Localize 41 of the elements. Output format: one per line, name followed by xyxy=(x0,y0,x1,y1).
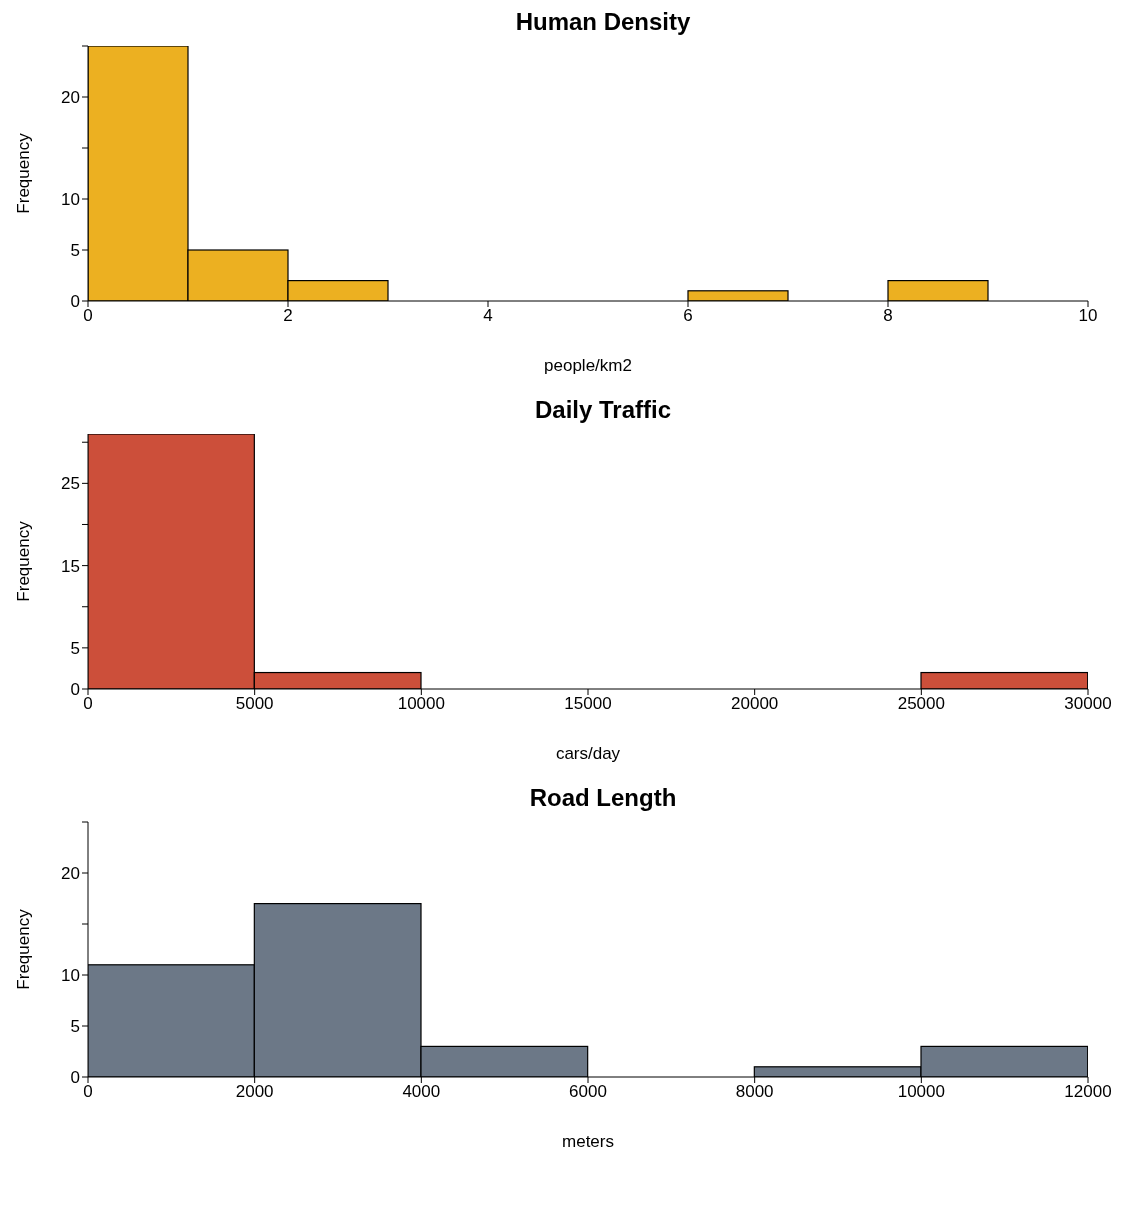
y-tick-label: 0 xyxy=(70,680,80,700)
y-tick-label: 10 xyxy=(61,966,80,986)
y-tick-label: 0 xyxy=(70,292,80,312)
y-tick-label: 25 xyxy=(61,474,80,494)
y-tick-label: 20 xyxy=(61,864,80,884)
x-tick-label: 2 xyxy=(283,306,293,326)
x-tick-label: 25000 xyxy=(897,694,945,714)
x-tick-label: 0 xyxy=(83,694,93,714)
chart-title: Human Density xyxy=(514,8,692,36)
x-tick-label: 10000 xyxy=(397,694,445,714)
x-tick-label: 30000 xyxy=(1064,694,1112,714)
x-tick-label: 6 xyxy=(683,306,693,326)
y-tick-label: 5 xyxy=(70,638,80,658)
x-axis-title: meters xyxy=(562,1132,614,1151)
x-tick-label: 10000 xyxy=(897,1082,945,1102)
y-tick-label: 0 xyxy=(70,1068,80,1088)
x-tick-label: 4 xyxy=(483,306,493,326)
y-axis-title: Frequency xyxy=(14,908,34,990)
x-tick-label: 15000 xyxy=(564,694,612,714)
x-tick-label: 4000 xyxy=(402,1082,441,1102)
x-tick-label: 0 xyxy=(83,1082,93,1102)
x-axis-title: people/km2 xyxy=(544,356,632,375)
x-tick-label: 0 xyxy=(83,306,93,326)
x-tick-label: 8 xyxy=(883,306,893,326)
y-tick-label: 5 xyxy=(70,1017,80,1037)
y-axis-title: Frequency xyxy=(14,520,34,602)
y-tick-label: 15 xyxy=(61,556,80,576)
x-tick-label: 12000 xyxy=(1064,1082,1112,1102)
chart-title: Daily Traffic xyxy=(533,396,673,424)
x-tick-label: 6000 xyxy=(569,1082,607,1102)
x-tick-label: 10 xyxy=(1078,306,1098,326)
x-tick-label: 8000 xyxy=(735,1082,774,1102)
chart-title: Road Length xyxy=(528,784,678,812)
y-tick-label: 10 xyxy=(61,190,80,210)
x-tick-label: 2000 xyxy=(235,1082,274,1102)
x-tick-label: 5000 xyxy=(235,694,274,714)
y-tick-label: 20 xyxy=(61,88,80,108)
y-axis-title: Frequency xyxy=(14,132,34,214)
x-axis-title: cars/day xyxy=(555,744,621,763)
y-tick-label: 5 xyxy=(70,241,80,261)
x-tick-label: 20000 xyxy=(731,694,779,714)
